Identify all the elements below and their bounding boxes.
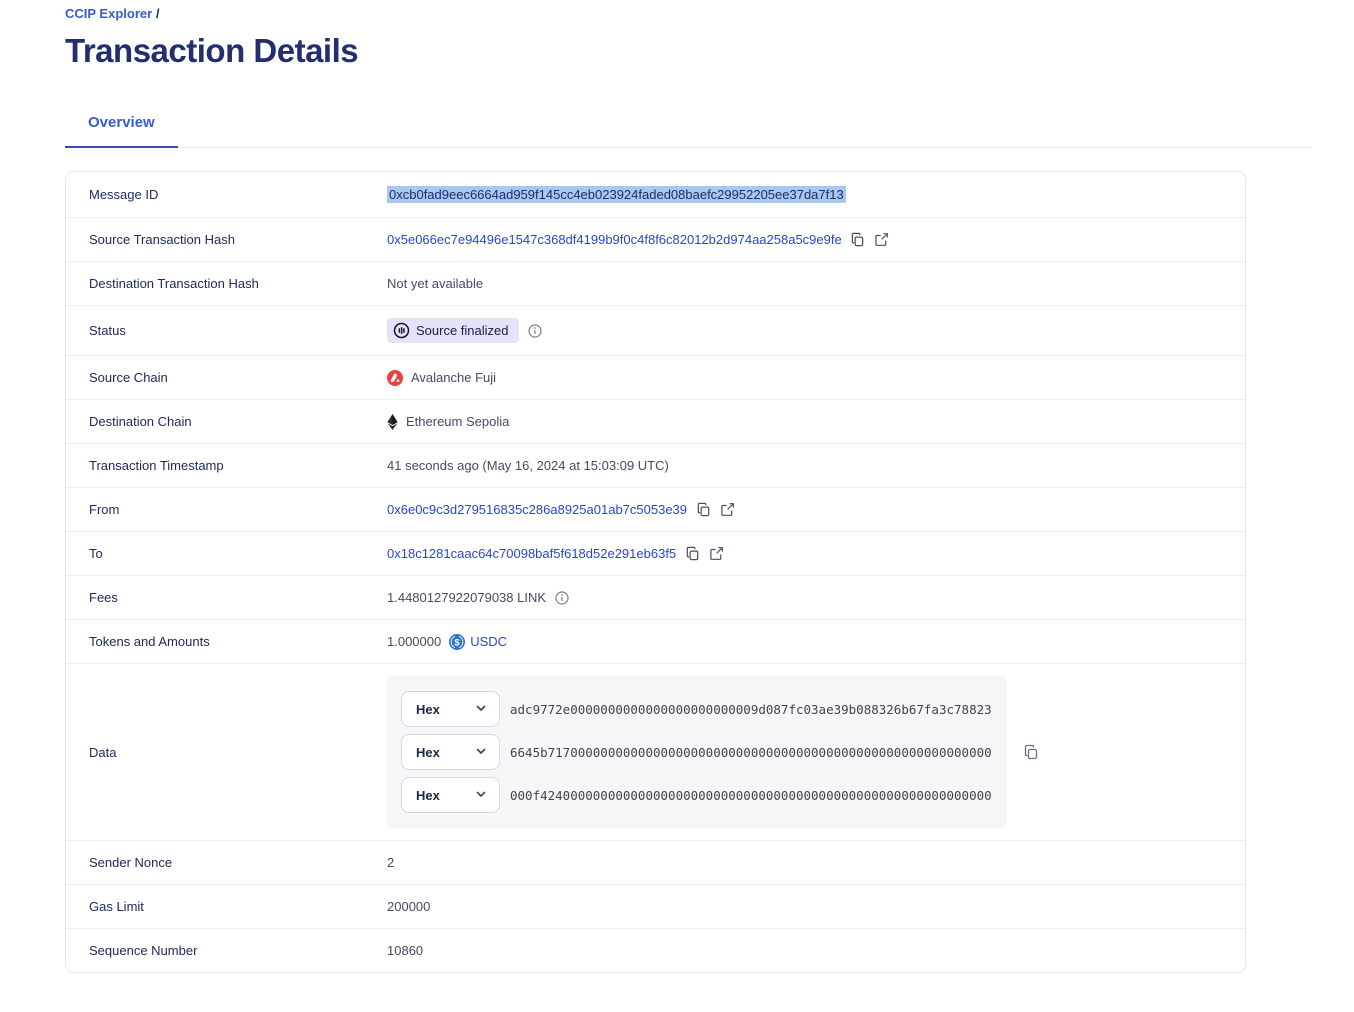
data-hex-value: adc9772e0000000000000000000000009d087fc0… (510, 701, 992, 717)
hex-format-select[interactable]: Hex (401, 691, 500, 727)
external-link-icon[interactable] (708, 546, 724, 562)
to-address-link[interactable]: 0x18c1281caac64c70098baf5f618d52e291eb63… (387, 546, 677, 561)
chevron-down-icon (475, 788, 487, 803)
status-info-icon[interactable] (527, 323, 542, 338)
copy-icon[interactable] (695, 502, 711, 518)
fees-value: 1.4480127922079038 LINK (387, 590, 547, 605)
transaction-timestamp-label: Transaction Timestamp (89, 458, 224, 473)
row-destination-chain: Destination Chain Ethereum Sepolia (66, 399, 1245, 443)
destination-transaction-hash-value: Not yet available (387, 276, 484, 291)
status-badge: Source finalized (387, 318, 519, 343)
tab-overview[interactable]: Overview (65, 114, 178, 148)
breadcrumb: CCIP Explorer / (65, 6, 1311, 22)
row-gas-limit: Gas Limit 200000 (66, 884, 1245, 928)
row-fees: Fees 1.4480127922079038 LINK (66, 575, 1245, 619)
from-address-link[interactable]: 0x6e0c9c3d279516835c286a8925a01ab7c5053e… (387, 502, 688, 517)
sequence-number-value: 10860 (387, 943, 424, 958)
sender-nonce-value: 2 (387, 855, 395, 870)
hex-format-select[interactable]: Hex (401, 734, 500, 770)
ethereum-icon (387, 413, 398, 430)
copy-icon[interactable] (684, 546, 700, 562)
source-finalized-waveform-icon (393, 322, 410, 339)
page-title: Transaction Details (65, 32, 359, 69)
source-transaction-hash-link[interactable]: 0x5e066ec7e94496e1547c368df4199b9f0c4f8f… (387, 232, 842, 247)
svg-text:$: $ (455, 637, 461, 648)
usdc-icon: $ (449, 633, 466, 650)
avalanche-icon (387, 369, 403, 386)
data-hex-value: 6645b71700000000000000000000000000000000… (510, 744, 992, 760)
from-label: From (89, 502, 120, 517)
chevron-down-icon (475, 745, 487, 760)
destination-chain-label: Destination Chain (89, 414, 192, 429)
message-id-label: Message ID (89, 187, 159, 202)
data-label: Data (89, 744, 117, 760)
row-from: From 0x6e0c9c3d279516835c286a8925a01ab7c… (66, 487, 1245, 531)
data-line: Hex 6645b7170000000000000000000000000000… (401, 734, 993, 770)
row-status: Status Source finalized (66, 305, 1245, 355)
to-label: To (89, 546, 103, 561)
fees-info-icon[interactable] (555, 590, 569, 605)
row-sender-nonce: Sender Nonce 2 (66, 840, 1245, 884)
external-link-icon[interactable] (719, 502, 735, 518)
breadcrumb-separator: / (155, 6, 160, 21)
hex-format-select-label: Hex (416, 701, 440, 717)
row-source-chain: Source Chain Avalanche Fuji (66, 355, 1245, 399)
row-tokens-and-amounts: Tokens and Amounts 1.000000 $ USDC (66, 619, 1245, 663)
data-line: Hex adc9772e0000000000000000000000009d08… (401, 691, 993, 727)
hex-format-select-label: Hex (416, 744, 440, 760)
destination-chain-value: Ethereum Sepolia (406, 414, 510, 429)
transaction-timestamp-value: 41 seconds ago (May 16, 2024 at 15:03:09… (387, 458, 669, 473)
copy-icon[interactable] (1023, 744, 1039, 760)
copy-icon[interactable] (850, 232, 866, 248)
token-usdc-link[interactable]: USDC (470, 634, 508, 649)
breadcrumb-link-ccip-explorer[interactable]: CCIP Explorer (65, 6, 153, 21)
status-label: Status (89, 323, 126, 338)
row-transaction-timestamp: Transaction Timestamp 41 seconds ago (Ma… (66, 443, 1245, 487)
fees-label: Fees (89, 590, 118, 605)
data-hex-value: 000f424000000000000000000000000000000000… (510, 787, 992, 803)
sender-nonce-label: Sender Nonce (89, 855, 173, 870)
source-chain-label: Source Chain (89, 370, 168, 385)
source-chain-value: Avalanche Fuji (411, 370, 497, 385)
gas-limit-value: 200000 (387, 899, 431, 914)
destination-transaction-hash-label: Destination Transaction Hash (89, 276, 259, 291)
hex-format-select-label: Hex (416, 787, 440, 803)
tab-bar: Overview (65, 114, 1311, 148)
data-panel: Hex adc9772e0000000000000000000000009d08… (387, 676, 1007, 828)
row-to: To 0x18c1281caac64c70098baf5f618d52e291e… (66, 531, 1245, 575)
sequence-number-label: Sequence Number (89, 943, 198, 958)
row-sequence-number: Sequence Number 10860 (66, 928, 1245, 972)
external-link-icon[interactable] (874, 232, 890, 248)
source-transaction-hash-label: Source Transaction Hash (89, 232, 235, 247)
gas-limit-label: Gas Limit (89, 899, 144, 914)
row-message-id: Message ID 0xcb0fad9eec6664ad959f145cc4e… (66, 172, 1245, 217)
chevron-down-icon (475, 702, 487, 717)
tokens-and-amounts-label: Tokens and Amounts (89, 634, 210, 649)
row-destination-transaction-hash: Destination Transaction Hash Not yet ava… (66, 261, 1245, 305)
page-content: CCIP Explorer / Transaction Details Over… (65, 6, 1311, 973)
status-badge-text: Source finalized (416, 323, 509, 338)
transaction-details-card: Message ID 0xcb0fad9eec6664ad959f145cc4e… (65, 171, 1246, 973)
hex-format-select[interactable]: Hex (401, 777, 500, 813)
row-data: Data Hex adc9772e00000000000000000000000… (66, 663, 1245, 840)
token-amount-value: 1.000000 (387, 634, 442, 649)
row-source-transaction-hash: Source Transaction Hash 0x5e066ec7e94496… (66, 217, 1245, 261)
message-id-value: 0xcb0fad9eec6664ad959f145cc4eb023924fade… (387, 186, 846, 203)
data-line: Hex 000f42400000000000000000000000000000… (401, 777, 993, 813)
